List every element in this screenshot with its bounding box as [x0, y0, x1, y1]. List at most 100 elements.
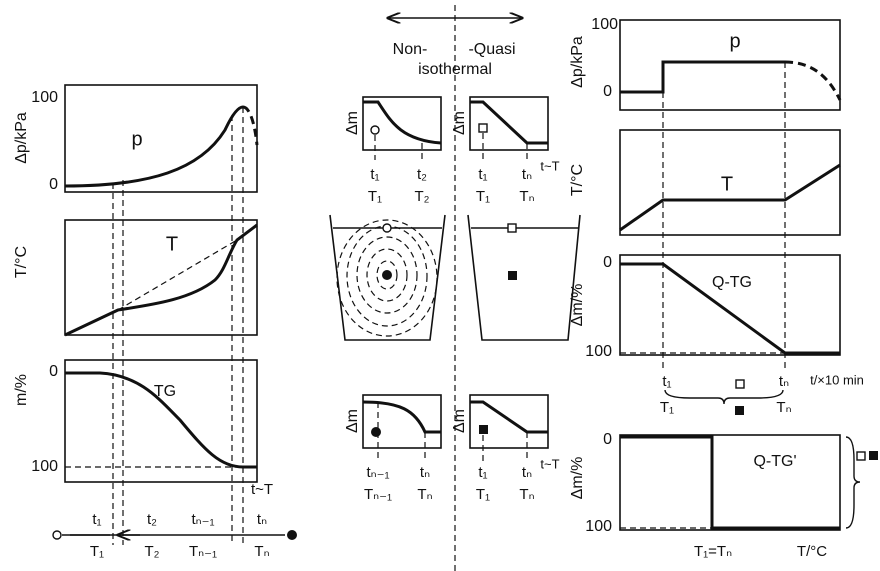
time-label: tₙ [420, 464, 430, 481]
pressure-curve [64, 105, 244, 188]
tick-label: 0 [603, 431, 612, 448]
axis-label: Δm [451, 409, 468, 433]
time-label: tₙ [779, 373, 789, 390]
temperature-label: Tₙ [519, 188, 534, 205]
interval-label: Tₙ₋₁ [189, 543, 217, 560]
interval-label: Tₙ [254, 543, 269, 560]
filled-square [508, 271, 517, 280]
panel-frame [619, 254, 841, 356]
crucible [467, 214, 581, 341]
axis-label: t~T [540, 456, 559, 471]
temperature-label: Tₙ [776, 399, 791, 416]
temperature-label: Tₙ [519, 486, 534, 503]
interval-label: t₂ [147, 511, 157, 528]
mass-curve [470, 100, 548, 145]
axis-label: t/×10 min [810, 372, 864, 387]
tick-label: 100 [585, 343, 612, 360]
axis-label: T/°C [797, 543, 827, 560]
axis-label: Δm/% [569, 284, 586, 327]
guide-lines [662, 62, 786, 372]
time-label: tₙ₋₁ [366, 464, 389, 481]
temperature-curve [64, 223, 258, 337]
temperature-label: T₁ [660, 399, 674, 416]
guide-lines [374, 135, 423, 160]
tick-label: 100 [585, 518, 612, 535]
qtg-curve [620, 262, 840, 355]
brace [664, 389, 784, 405]
axis-label: T₁=Tₙ [694, 543, 732, 560]
open-circle [52, 530, 62, 540]
panel-frame [619, 19, 841, 111]
convection-pattern [336, 219, 438, 337]
brace [845, 436, 861, 529]
heading: Non- [393, 41, 428, 58]
time-label: tₙ [522, 166, 532, 183]
mass-curve [362, 400, 441, 434]
temperature-label: T₁ [476, 188, 490, 205]
panel-frame [619, 434, 841, 531]
axis-label: Δm [344, 409, 361, 433]
temperature-label: Tₙ [417, 486, 432, 503]
open-square [735, 379, 745, 389]
axis-label: Δp/kPa [13, 112, 30, 164]
axis-label: T/°C [569, 164, 586, 196]
panel-frame [64, 219, 258, 336]
time-label: t₂ [417, 166, 427, 183]
panel-frame [469, 96, 549, 151]
panel-frame [64, 84, 258, 193]
temperature-label: T₁ [368, 188, 382, 205]
filled-circle [382, 270, 392, 280]
panel-frame [362, 394, 442, 449]
pressure-curve-extension [784, 60, 842, 101]
filled-circle [287, 530, 297, 540]
open-square [856, 451, 866, 461]
tick-label: 0 [49, 176, 58, 193]
pressure-curve-extension [242, 105, 259, 146]
panel-frame [469, 394, 549, 449]
filled-circle [371, 427, 381, 437]
interval-label: tₙ [257, 511, 267, 528]
temperature-label: T₂ [415, 188, 430, 205]
axis-label: T/°C [13, 246, 30, 278]
pressure-curve [620, 60, 785, 94]
temperature-label: T₁ [476, 486, 490, 503]
curve-label: TG [154, 383, 176, 400]
open-circle [370, 125, 380, 135]
curve-label: T [721, 173, 733, 195]
filled-square [869, 451, 878, 460]
panel-frame [362, 96, 442, 151]
curve-label: p [729, 30, 740, 52]
curve-label: Q-TG' [753, 453, 796, 470]
time-label: t₁ [478, 464, 487, 481]
guide-lines [482, 432, 528, 462]
axis-label: t~T [251, 481, 273, 498]
heading: isothermal [418, 61, 492, 78]
time-label: tₙ [522, 464, 532, 481]
tick-label: 100 [591, 16, 618, 33]
axis-label: t~T [540, 158, 559, 173]
interval-label: T₂ [145, 543, 160, 560]
curve-label: p [131, 128, 142, 150]
axis-label: Δm/% [569, 457, 586, 500]
curve-label: Q-TG [712, 274, 752, 291]
axis-label: Δp/kPa [569, 36, 586, 88]
mass-curve [363, 100, 442, 145]
heading: -Quasi [468, 41, 515, 58]
tick-label: 0 [603, 254, 612, 271]
guide-lines [482, 133, 528, 160]
temperature-label: Tₙ₋₁ [364, 486, 392, 503]
temperature-curve [619, 163, 841, 232]
time-label: t₁ [370, 166, 379, 183]
interval-label: t₁ [92, 511, 101, 528]
tg-curve [65, 371, 257, 469]
tick-label: 100 [31, 89, 58, 106]
guide-lines [112, 107, 244, 545]
open-circle [382, 223, 392, 233]
time-label: t₁ [662, 373, 671, 390]
axis-label: Δm [451, 111, 468, 135]
qtg2-curve [620, 435, 840, 530]
open-square [478, 123, 488, 133]
panel-frame [64, 359, 258, 483]
panel-frame [619, 129, 841, 236]
